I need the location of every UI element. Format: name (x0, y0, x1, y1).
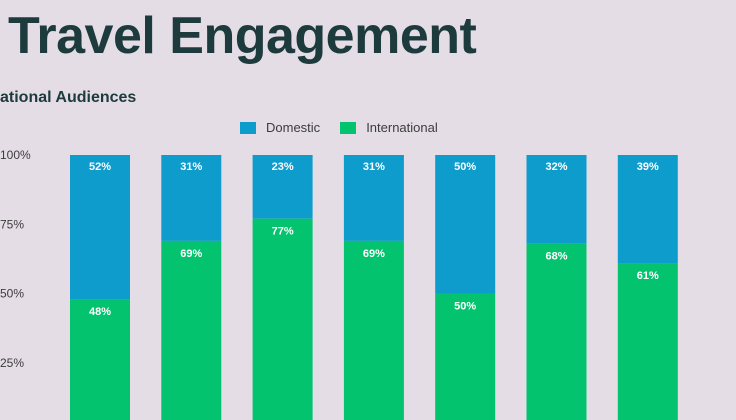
y-tick-label: 100% (0, 148, 31, 162)
data-label-domestic: 39% (637, 161, 659, 173)
data-label-international: 69% (180, 248, 202, 260)
bar-international (161, 240, 222, 420)
slide-title: Travel Engagement (8, 7, 477, 65)
data-label-domestic: 23% (272, 161, 294, 173)
legend-swatch-domestic (240, 121, 256, 134)
bar-international (252, 218, 313, 420)
y-tick-label: 25% (0, 356, 24, 370)
data-label-international: 48% (89, 306, 111, 318)
bar-international (526, 243, 587, 420)
data-label-domestic: 52% (89, 161, 111, 173)
bar-domestic (526, 155, 587, 244)
bar-domestic (343, 155, 404, 241)
data-label-domestic: 31% (363, 161, 385, 173)
legend-item-domestic: Domestic (240, 120, 320, 135)
data-label-international: 68% (545, 251, 567, 263)
legend-item-international: International (340, 120, 438, 135)
bar-domestic (252, 155, 313, 219)
bar-domestic (161, 155, 222, 241)
legend-label-domestic: Domestic (266, 120, 321, 135)
data-label-domestic: 50% (454, 161, 476, 173)
data-label-domestic: 32% (545, 161, 567, 173)
bar-domestic (435, 155, 496, 294)
data-label-international: 77% (272, 226, 294, 238)
bar-domestic (617, 155, 678, 264)
data-label-international: 69% (363, 248, 385, 260)
chart-legend: Domestic International (240, 120, 458, 135)
data-label-domestic: 31% (180, 161, 202, 173)
bar-international (617, 263, 678, 420)
legend-swatch-international (340, 121, 357, 134)
bar-international (343, 240, 404, 420)
bar-international (70, 299, 130, 420)
bar-international (435, 293, 496, 420)
data-label-international: 61% (637, 270, 659, 282)
bar-domestic (70, 155, 130, 300)
y-tick-label: 75% (0, 217, 24, 231)
data-label-international: 50% (454, 301, 476, 313)
y-tick-label: 50% (0, 287, 24, 301)
legend-label-international: International (366, 120, 438, 135)
chart-subtitle: ational Audiences (0, 89, 137, 106)
